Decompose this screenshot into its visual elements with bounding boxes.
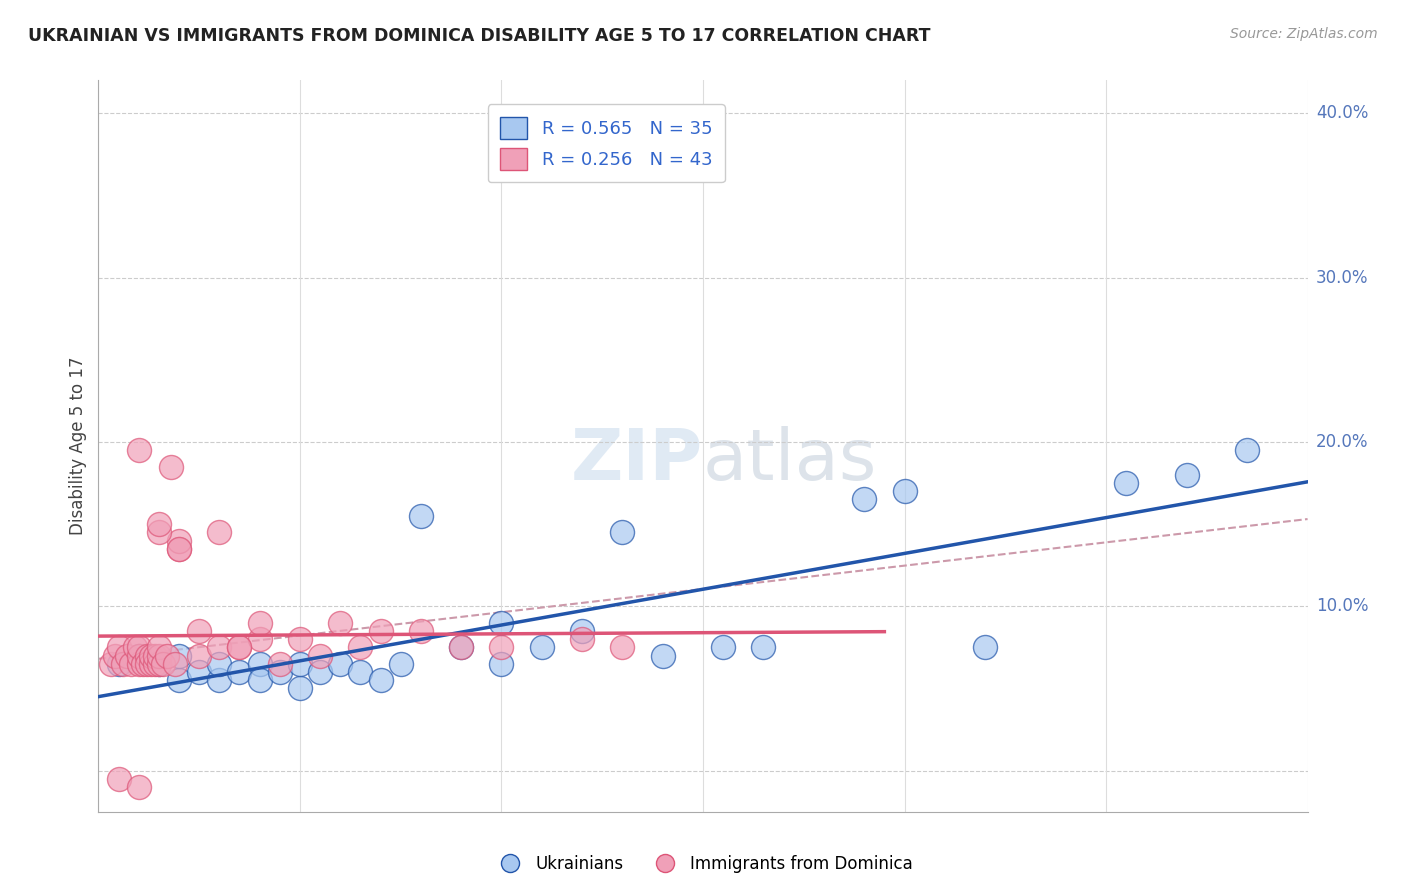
Point — [711, 640, 734, 655]
Text: 40.0%: 40.0% — [1316, 104, 1368, 122]
Point — [249, 673, 271, 688]
Point — [152, 657, 174, 671]
Text: Source: ZipAtlas.com: Source: ZipAtlas.com — [1230, 27, 1378, 41]
Point — [160, 459, 183, 474]
Point — [139, 648, 162, 663]
Point — [370, 673, 392, 688]
Text: atlas: atlas — [703, 426, 877, 495]
Point — [132, 657, 155, 671]
Point — [612, 525, 634, 540]
Point — [249, 615, 271, 630]
Point — [249, 657, 271, 671]
Point — [389, 657, 412, 671]
Point — [752, 640, 775, 655]
Point — [156, 648, 179, 663]
Point — [349, 665, 371, 679]
Point — [143, 657, 166, 671]
Point — [1236, 443, 1258, 458]
Point — [228, 640, 250, 655]
Point — [188, 648, 211, 663]
Point — [148, 517, 170, 532]
Point — [288, 681, 311, 696]
Point — [349, 640, 371, 655]
Legend: R = 0.565   N = 35, R = 0.256   N = 43: R = 0.565 N = 35, R = 0.256 N = 43 — [488, 104, 725, 182]
Point — [491, 615, 513, 630]
Point — [188, 624, 211, 638]
Point — [111, 657, 134, 671]
Point — [135, 657, 157, 671]
Point — [309, 665, 332, 679]
Point — [148, 657, 170, 671]
Point — [228, 665, 250, 679]
Point — [208, 657, 231, 671]
Point — [163, 657, 186, 671]
Point — [288, 632, 311, 647]
Point — [139, 657, 162, 671]
Point — [249, 632, 271, 647]
Text: UKRAINIAN VS IMMIGRANTS FROM DOMINICA DISABILITY AGE 5 TO 17 CORRELATION CHART: UKRAINIAN VS IMMIGRANTS FROM DOMINICA DI… — [28, 27, 931, 45]
Point — [148, 648, 170, 663]
Point — [208, 640, 231, 655]
Point — [208, 525, 231, 540]
Point — [1175, 467, 1198, 482]
Point — [120, 657, 142, 671]
Point — [167, 541, 190, 556]
Legend: Ukrainians, Immigrants from Dominica: Ukrainians, Immigrants from Dominica — [486, 848, 920, 880]
Point — [107, 657, 129, 671]
Point — [167, 648, 190, 663]
Point — [571, 624, 593, 638]
Point — [208, 673, 231, 688]
Point — [228, 640, 250, 655]
Point — [853, 492, 876, 507]
Point — [128, 640, 150, 655]
Text: 20.0%: 20.0% — [1316, 433, 1368, 450]
Point — [450, 640, 472, 655]
Point — [167, 541, 190, 556]
Point — [100, 657, 122, 671]
Point — [409, 624, 432, 638]
Text: 30.0%: 30.0% — [1316, 268, 1368, 286]
Point — [135, 648, 157, 663]
Point — [269, 665, 291, 679]
Point — [309, 648, 332, 663]
Text: 10.0%: 10.0% — [1316, 598, 1368, 615]
Point — [107, 640, 129, 655]
Point — [329, 657, 352, 671]
Text: ZIP: ZIP — [571, 426, 703, 495]
Point — [128, 648, 150, 663]
Point — [148, 657, 170, 671]
Point — [167, 533, 190, 548]
Point — [128, 780, 150, 794]
Point — [188, 665, 211, 679]
Point — [124, 640, 146, 655]
Point — [491, 657, 513, 671]
Point — [530, 640, 553, 655]
Point — [128, 648, 150, 663]
Point — [612, 640, 634, 655]
Point — [491, 640, 513, 655]
Point — [651, 648, 673, 663]
Point — [148, 525, 170, 540]
Point — [974, 640, 997, 655]
Point — [115, 648, 138, 663]
Point — [571, 632, 593, 647]
Point — [893, 484, 915, 499]
Point — [370, 624, 392, 638]
Point — [103, 648, 125, 663]
Point — [128, 657, 150, 671]
Point — [269, 657, 291, 671]
Point — [143, 648, 166, 663]
Point — [288, 657, 311, 671]
Point — [329, 615, 352, 630]
Point — [128, 443, 150, 458]
Point — [167, 673, 190, 688]
Point — [450, 640, 472, 655]
Point — [1115, 475, 1137, 490]
Point — [107, 772, 129, 786]
Point — [148, 640, 170, 655]
Y-axis label: Disability Age 5 to 17: Disability Age 5 to 17 — [69, 357, 87, 535]
Point — [409, 508, 432, 523]
